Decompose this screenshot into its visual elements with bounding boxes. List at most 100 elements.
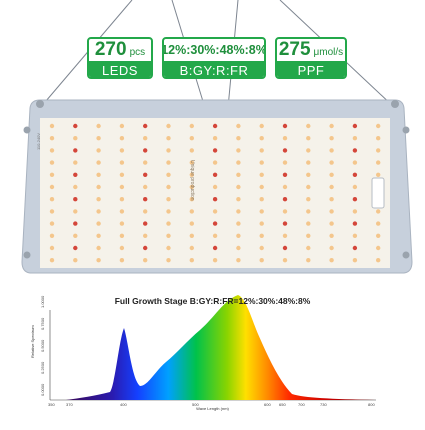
led [329,136,334,141]
led [73,245,78,251]
led [73,197,78,202]
led [306,209,311,214]
led [352,184,358,190]
led [119,136,125,141]
led [282,221,288,226]
led [352,172,358,177]
led [189,148,194,153]
led [143,148,148,153]
led [143,160,148,165]
led [143,172,148,177]
led [119,172,125,177]
led [259,184,264,190]
led [96,245,101,251]
led [329,172,334,177]
led [166,148,171,153]
led [212,184,218,190]
led [282,148,288,153]
x-tick-label: 800 [368,402,375,407]
led [329,209,334,214]
led [329,245,334,251]
led [73,209,78,214]
led [96,172,101,177]
led [306,136,311,141]
led [306,172,311,177]
led-count-value: 270 [94,39,127,60]
led [73,123,78,129]
led-grid [49,123,381,263]
led [282,160,288,165]
led [166,221,171,226]
led [49,245,55,251]
led [212,148,218,153]
led [119,148,125,153]
led [376,233,381,238]
led [306,221,311,226]
led [236,184,241,190]
ppf-badge: 275 μmol/s PPF [275,37,347,79]
led [306,123,311,129]
led [119,233,125,238]
led [352,123,358,129]
led [96,221,101,226]
led [236,172,241,177]
led [259,233,264,238]
led [166,123,171,129]
led [259,148,264,153]
led [352,258,358,263]
x-tick-label: 700 [298,402,305,407]
chart-y-label: Relative Spectrum [30,325,35,358]
led [329,233,334,238]
led [236,148,241,153]
led [376,245,381,251]
led [306,184,311,190]
led [143,209,148,214]
led [189,209,194,214]
led [166,245,171,251]
led [259,258,264,263]
led [49,172,55,177]
led [259,197,264,202]
y-tick-label: 0.2500 [40,361,45,374]
led [259,245,264,251]
led [352,233,358,238]
led [73,184,78,190]
led [376,221,381,226]
led [73,136,78,141]
led [259,123,264,129]
led [96,160,101,165]
led [259,160,264,165]
led [212,221,218,226]
led [236,160,241,165]
led [212,123,218,129]
led [282,136,288,141]
led [282,245,288,251]
x-tick-label: 400 [120,402,127,407]
x-tick-label: 350 [48,402,55,407]
led [376,123,381,129]
spectrum-ratio-value: 12%:30%:48%:8% [162,43,266,57]
x-tick-label: 730 [320,402,327,407]
led [329,160,334,165]
led [259,136,264,141]
led [212,233,218,238]
led [96,148,101,153]
y-tick-label: 1.0000 [40,295,45,308]
x-tick-label: 500 [192,402,199,407]
led [236,136,241,141]
led [143,197,148,202]
spectrum-chart [49,295,376,401]
led [282,172,288,177]
led [119,245,125,251]
led [49,209,55,214]
led [143,184,148,190]
led [376,136,381,141]
led-count-unit: pcs [129,47,146,58]
led [96,184,101,190]
led [236,258,241,263]
led [236,197,241,202]
led [329,221,334,226]
led [119,258,125,263]
led [166,184,171,190]
led [259,172,264,177]
